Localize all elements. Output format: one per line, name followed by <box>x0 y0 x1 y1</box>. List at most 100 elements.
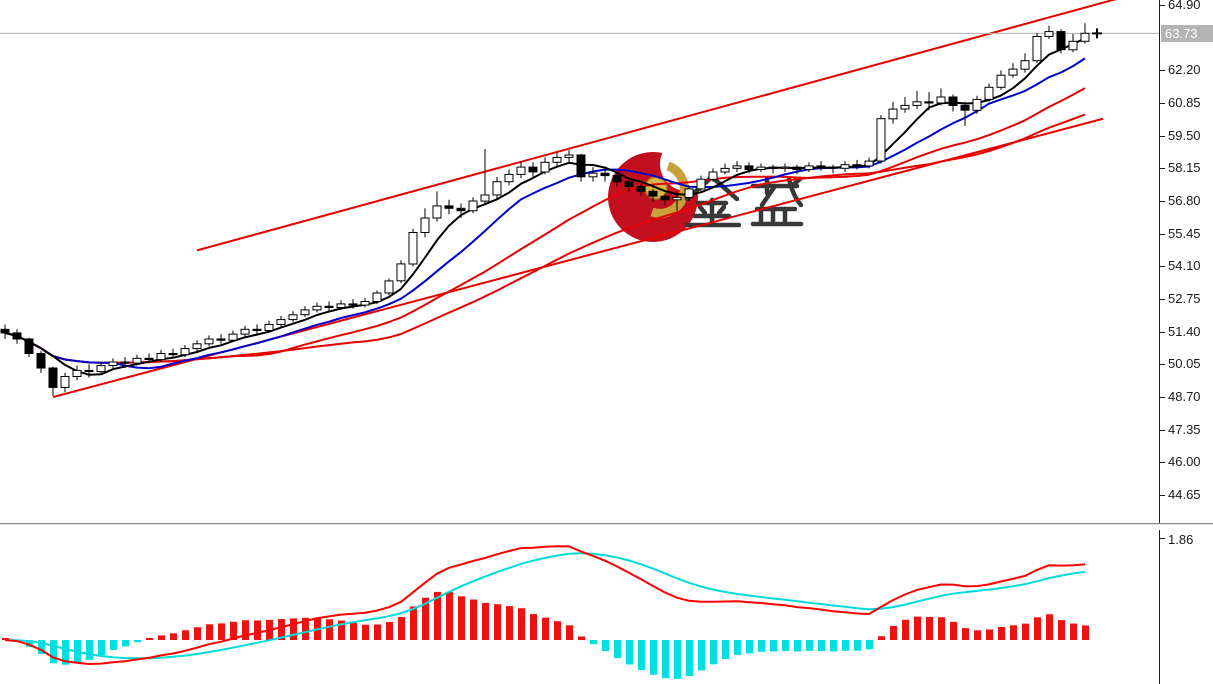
macd-histogram-bar <box>662 640 669 679</box>
price-tick-label: 54.10 <box>1168 258 1201 273</box>
macd-histogram-bar <box>998 627 1005 640</box>
price-tick-mark <box>1160 234 1165 235</box>
candle-body <box>888 108 898 120</box>
candle-body <box>276 319 286 325</box>
macd-histogram-bar <box>602 640 609 652</box>
macd-histogram-bar <box>338 620 345 640</box>
macd-histogram-bar <box>866 640 873 650</box>
candle-body <box>216 338 226 341</box>
macd-histogram-bar <box>326 619 333 640</box>
price-tick-mark <box>1160 201 1165 202</box>
macd-histogram-bar <box>110 640 117 651</box>
macd-histogram-bar <box>158 635 165 640</box>
macd-histogram-bar <box>890 625 897 640</box>
macd-histogram-bar <box>710 640 717 665</box>
price-tick-label: 44.65 <box>1168 487 1201 502</box>
ma-5-line <box>4 37 1086 376</box>
main-chart-canvas[interactable] <box>0 0 1159 523</box>
macd-histogram-bar <box>746 640 753 654</box>
candle-body <box>24 338 34 354</box>
price-axis[interactable]: 64.90 62.20 60.85 59.50 58.15 56.80 55.45 54.10… <box>1159 0 1213 523</box>
price-tick-label: 59.50 <box>1168 128 1201 143</box>
price-tick-mark <box>1160 5 1165 6</box>
candle-body <box>192 343 202 350</box>
candle-body <box>1056 31 1066 51</box>
candle-body <box>636 186 646 192</box>
candle-body <box>444 205 454 209</box>
candle-body <box>48 367 58 388</box>
price-tick-label: 55.45 <box>1168 226 1201 241</box>
candle-body <box>384 280 394 294</box>
candle-body <box>240 328 250 335</box>
candle-body <box>432 205 442 219</box>
candle-body <box>12 332 22 340</box>
macd-histogram-bar <box>986 629 993 640</box>
candle-body <box>252 328 262 331</box>
macd-histogram-bar <box>482 602 489 640</box>
candle-body <box>816 165 826 168</box>
price-tick-mark <box>1160 70 1165 71</box>
macd-histogram-bar <box>362 624 369 640</box>
macd-histogram-bar <box>878 636 885 640</box>
price-tick-mark <box>1160 364 1165 365</box>
macd-histogram-bar <box>1022 623 1029 640</box>
price-tick-mark <box>1160 168 1165 169</box>
macd-histogram-bar <box>974 630 981 640</box>
price-tick-mark <box>1160 299 1165 300</box>
candle-body <box>372 292 382 302</box>
macd-histogram-bar <box>914 616 921 640</box>
price-tick-label: 62.20 <box>1168 62 1201 77</box>
candle-body <box>324 305 334 308</box>
macd-dif-line <box>4 545 1086 665</box>
macd-histogram-bar <box>122 640 129 647</box>
candle-body <box>144 357 154 360</box>
candle-body <box>60 376 70 388</box>
macd-panel: 1.86 <box>0 530 1213 684</box>
candle-body <box>84 369 94 373</box>
price-tick-label: 51.40 <box>1168 324 1201 339</box>
macd-axis[interactable]: 1.86 <box>1159 530 1213 684</box>
watermark-glyphs <box>684 174 804 228</box>
macd-histogram-bar <box>146 638 153 640</box>
candle-body <box>1044 31 1054 37</box>
candle-body <box>288 314 298 321</box>
price-tick-mark <box>1160 266 1165 267</box>
macd-histogram-bar <box>722 640 729 659</box>
macd-histogram-bar <box>578 636 585 640</box>
macd-histogram-bar <box>938 617 945 640</box>
price-tick-mark <box>1160 495 1165 496</box>
macd-histogram-bar <box>770 640 777 652</box>
macd-histogram-bar <box>530 614 537 640</box>
price-tick-mark <box>1160 462 1165 463</box>
macd-histogram-bar <box>206 624 213 640</box>
price-tick-label: 56.80 <box>1168 193 1201 208</box>
candle-body <box>504 173 514 183</box>
macd-histogram-bar <box>434 591 441 640</box>
price-tick-label: 52.75 <box>1168 291 1201 306</box>
price-tick-label: 64.90 <box>1168 0 1201 12</box>
candle-body <box>984 86 994 100</box>
macd-histogram-bar <box>290 618 297 640</box>
candle-body <box>300 309 310 316</box>
candle-body <box>156 353 166 361</box>
candle-body <box>132 357 142 364</box>
candle-body <box>696 178 706 190</box>
price-tick-label: 48.70 <box>1168 389 1201 404</box>
candle-body <box>600 172 610 177</box>
macd-canvas[interactable] <box>0 530 1159 684</box>
candle-body <box>348 303 358 306</box>
upper-channel[interactable] <box>196 0 1121 252</box>
macd-histogram-bar <box>446 592 453 640</box>
candle-body <box>624 181 634 187</box>
candle-body <box>1068 40 1078 51</box>
candlesticks <box>0 23 1090 396</box>
candle-body <box>528 166 538 173</box>
price-tick-mark <box>1160 430 1165 431</box>
macd-histogram-bar <box>830 640 837 652</box>
macd-histogram-bar <box>374 624 381 640</box>
candle-body <box>732 165 742 169</box>
candle-body <box>972 98 982 111</box>
candle-body <box>168 353 178 356</box>
trend-channel-lines[interactable] <box>52 0 1121 399</box>
candle-body <box>756 166 766 171</box>
